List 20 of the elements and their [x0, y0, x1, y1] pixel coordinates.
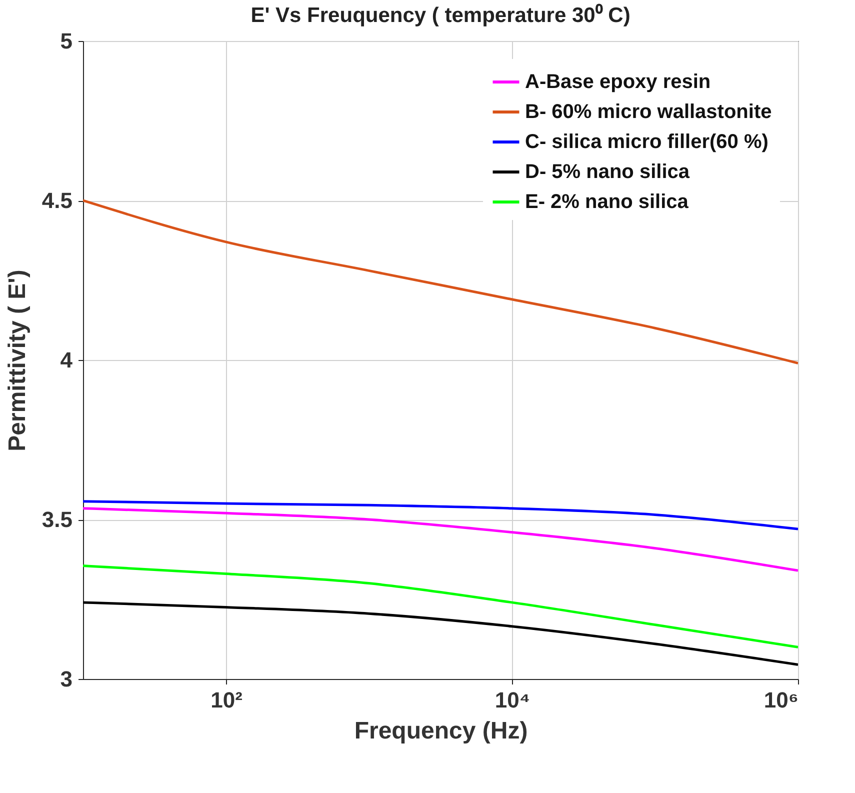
chart-title: E' Vs Freuquency ( temperature 30⁰ C)	[250, 3, 630, 27]
y-tick-label: 3.5	[42, 507, 72, 532]
y-tick-label: 4.5	[42, 188, 72, 213]
line-series	[83, 500, 798, 530]
line-series	[83, 564, 798, 648]
legend-label: D- 5% nano silica	[525, 161, 690, 183]
y-tick-label: 4	[60, 348, 74, 372]
legend-label: C- silica micro filler(60 %)	[525, 131, 768, 153]
legend-label: A-Base epoxy resin	[525, 71, 711, 93]
line-series	[83, 601, 798, 666]
legend-label: E- 2% nano silica	[525, 191, 690, 213]
x-tick-label: 10⁴	[494, 688, 530, 712]
x-axis-title: Frequency (Hz)	[354, 718, 528, 744]
x-tick-label: 10²	[210, 688, 242, 712]
line-series	[83, 507, 798, 572]
y-axis-title: Permittivity ( E')	[4, 270, 31, 452]
x-tick-label: 10⁶	[764, 688, 798, 712]
y-tick-label: 3	[60, 666, 72, 692]
y-tick-label: 5	[60, 28, 72, 54]
legend-label: B- 60% micro wallastonite	[525, 101, 772, 123]
